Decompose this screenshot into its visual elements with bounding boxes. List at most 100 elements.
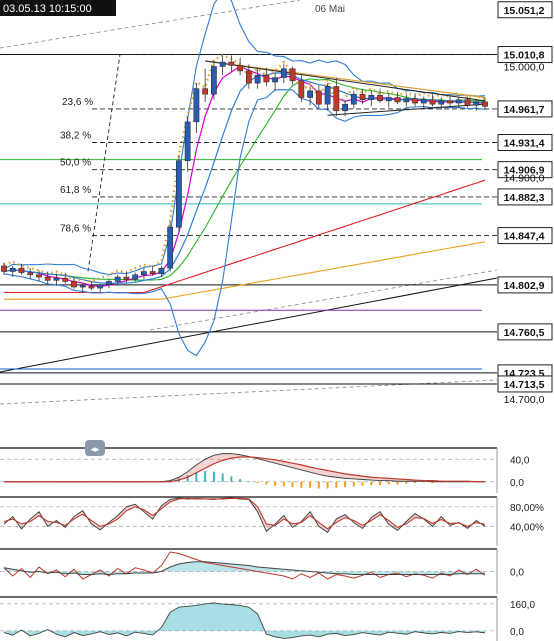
- price-tick: 15.051,2: [497, 1, 553, 19]
- candle-body: [455, 99, 462, 104]
- candle-body: [394, 97, 401, 103]
- price-tick-label: 15.010,8: [504, 50, 545, 62]
- candle-body: [202, 88, 209, 95]
- candle: [272, 73, 278, 91]
- candle: [114, 274, 121, 285]
- candle-body: [18, 267, 25, 273]
- fib-level-label: 38,2 %: [60, 131, 91, 142]
- price-tick-label: 14.906,9: [504, 165, 545, 177]
- price-tick-box: [497, 276, 553, 294]
- candle: [315, 85, 322, 109]
- candle: [455, 97, 462, 109]
- indicator-pane-stoch: 80,00% 40,00%: [0, 496, 544, 546]
- candle-body: [114, 276, 121, 282]
- candle-body: [1, 265, 7, 272]
- main-price-pane: 23,6 % 38,2 % 50,0 % 61,8 % 78,6 %: [0, 0, 498, 405]
- candle-body: [473, 101, 480, 106]
- candle: [377, 88, 383, 104]
- candle-body: [464, 99, 471, 106]
- candle: [289, 66, 296, 85]
- candle-body: [350, 93, 357, 105]
- price-tick-label: 14.847,4: [504, 231, 545, 243]
- price-tick-label: 14.700,0: [504, 394, 545, 406]
- candle: [254, 68, 261, 89]
- price-tick-box: [497, 46, 553, 64]
- scroll-handle-box[interactable]: [85, 440, 105, 456]
- candle-body: [27, 272, 34, 276]
- candle: [394, 91, 401, 105]
- candle-body: [193, 88, 200, 123]
- candle: [141, 268, 147, 280]
- price-tick-label: 14.882,3: [504, 192, 545, 204]
- scroll-handle[interactable]: ◂▸: [85, 440, 105, 456]
- price-tick: 14.802,9: [497, 276, 553, 294]
- cci-area: [4, 602, 485, 639]
- stoch-line-b: [3, 497, 486, 530]
- macd-fill: [4, 453, 485, 482]
- price-tick: 15.010,8: [497, 46, 553, 64]
- ma-slow-line: [4, 179, 486, 294]
- macd-signal-line: [4, 456, 485, 483]
- price-tick: 14.882,3: [497, 188, 553, 206]
- candle: [202, 68, 209, 102]
- mom-line-a: [3, 551, 486, 580]
- candle-body: [447, 100, 453, 104]
- resistance-trend-line: [205, 60, 486, 99]
- price-tick: 14.700,0: [504, 394, 545, 406]
- candle: [368, 90, 375, 107]
- trend-channel-mid-line: [149, 269, 498, 331]
- candle: [324, 83, 331, 111]
- candle: [106, 279, 112, 289]
- price-tick: 15.000,0: [504, 61, 545, 73]
- price-tick: 14.760,5: [497, 323, 553, 341]
- cci-line: [3, 602, 486, 639]
- candle: [350, 90, 357, 109]
- pane-tick-label: 80,00%: [510, 503, 544, 514]
- price-tick-box: [497, 134, 553, 152]
- candle: [97, 283, 104, 293]
- candle-body: [403, 98, 410, 103]
- momentum-area: [4, 561, 485, 575]
- candle-body: [385, 97, 392, 102]
- candle: [263, 67, 270, 87]
- candle-body: [368, 95, 375, 100]
- price-tick-label: 14.713,5: [504, 379, 545, 391]
- candle-body: [420, 99, 427, 104]
- candle-body: [9, 267, 16, 272]
- candle: [482, 97, 488, 109]
- pane-tick-label: 40,00%: [510, 522, 544, 533]
- candle-body: [333, 86, 340, 112]
- timestamp-label: 03.05.13 10:15:00: [3, 3, 92, 15]
- indicator-pane-cci: 160,0 0,0: [0, 596, 535, 641]
- candle-body: [237, 65, 244, 72]
- candle-body: [342, 103, 348, 112]
- candle: [158, 265, 165, 278]
- candle-body: [167, 226, 174, 269]
- candle-body: [79, 285, 86, 288]
- candle: [473, 98, 480, 111]
- price-tick: 14.906,9: [497, 161, 553, 179]
- price-tick-label: 15.000,0: [504, 61, 545, 73]
- trend-channel-upper-line: [0, 0, 301, 49]
- fib-range-outline: [87, 54, 497, 272]
- mom-line-b: [3, 561, 485, 576]
- candle-body: [44, 276, 51, 281]
- candle-body: [62, 277, 69, 282]
- candle: [18, 263, 25, 275]
- candle: [149, 265, 156, 276]
- candle-body: [280, 68, 287, 78]
- price-tick: 14.847,4: [497, 227, 553, 245]
- price-tick-box: [497, 323, 553, 341]
- candle-body: [324, 86, 331, 105]
- candle-body: [359, 93, 366, 100]
- candle-body: [219, 61, 226, 67]
- pane-tick-label: 160,0: [510, 600, 535, 611]
- timestamp-box: [0, 0, 116, 16]
- candle: [412, 93, 418, 107]
- candle-body: [97, 284, 104, 289]
- candle: [211, 60, 217, 100]
- candle-body: [298, 80, 305, 98]
- candle-body: [123, 276, 130, 280]
- price-tick: 14.900,0: [504, 172, 545, 184]
- pane-tick-label: 0,0: [510, 478, 524, 489]
